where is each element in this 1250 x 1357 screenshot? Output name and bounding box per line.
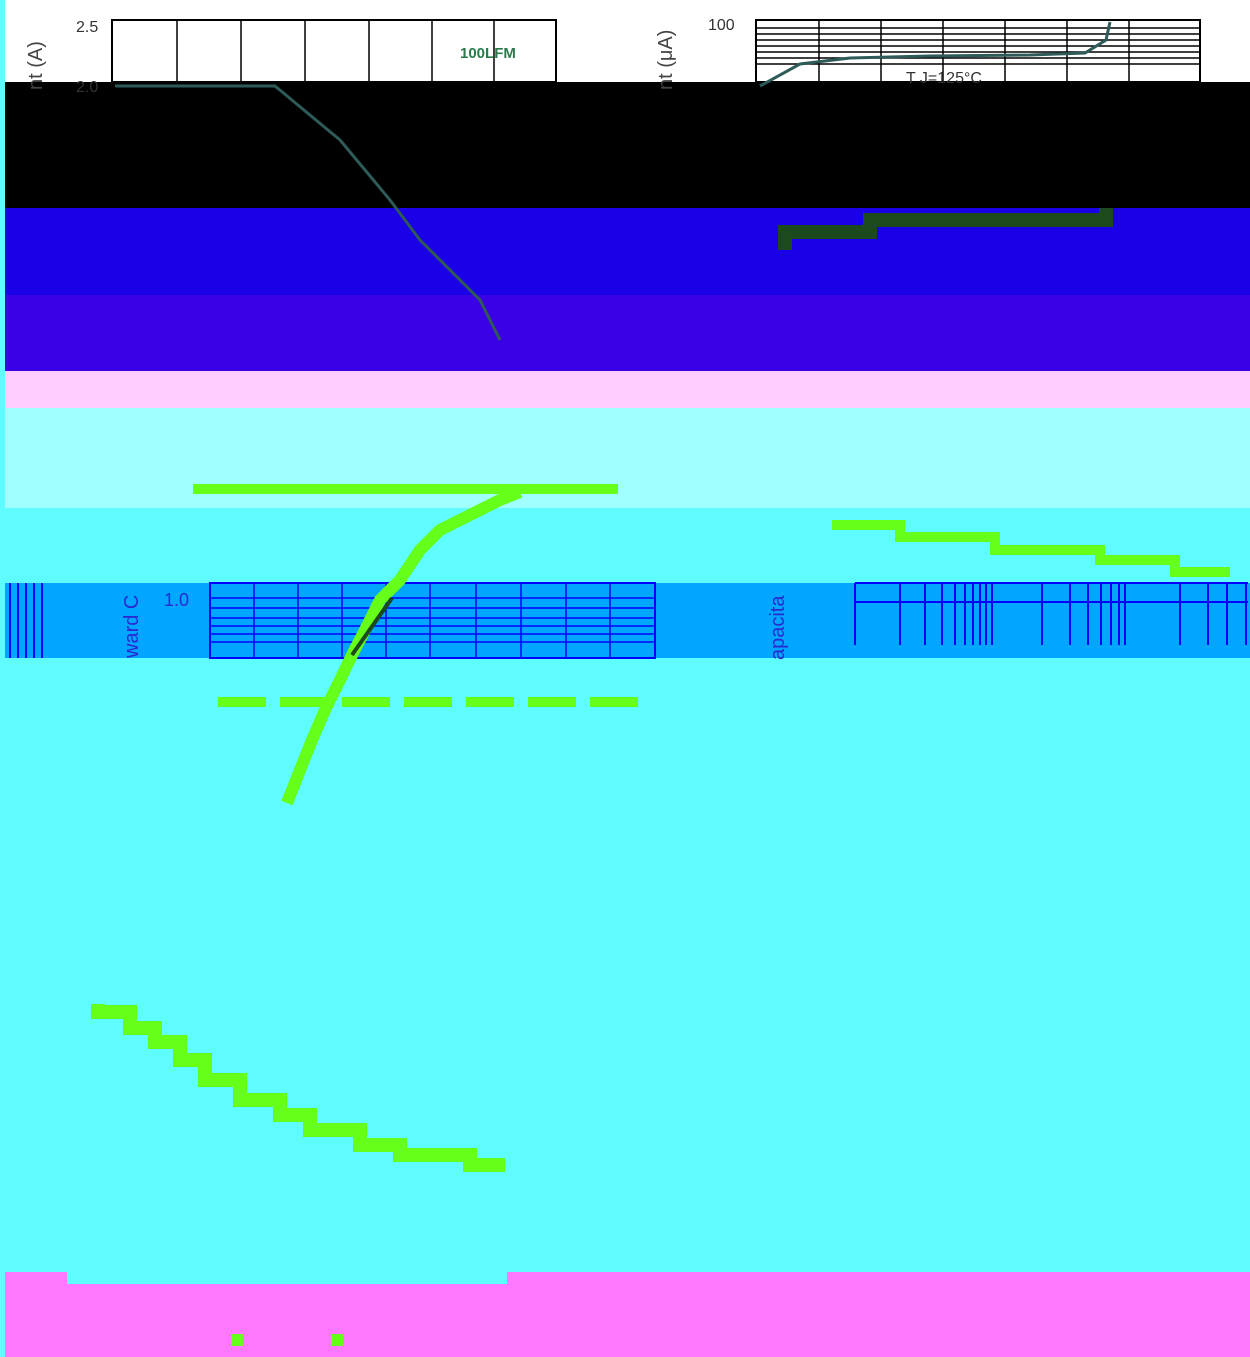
chart-3-ytick-0: 1.0 [164,590,189,610]
chart-2-series-line-lower [778,208,1113,250]
chart-3-gridlines [210,583,655,658]
chart-1-ytick-0: 2.5 [76,19,98,36]
chart-2-ytick-0: 100 [708,17,735,34]
chart-2-series-line [759,21,1112,88]
chart-4: apacita [767,520,1248,660]
chart-1-frame [111,19,557,83]
chart-3-series-line [281,486,523,806]
chart-4-series-line [832,520,1230,577]
purple-band [5,295,1250,371]
chart-4-ylabel: apacita [767,595,789,660]
chart-1-gridlines [176,20,495,82]
chart-3-frame [209,582,656,659]
chart-3: ward C 1.0 [9,484,656,806]
chart-lower-curve [91,1004,505,1172]
bottom-marker-1 [231,1334,243,1346]
chart-lower-series-line [91,1004,505,1172]
chart-2-ylabel: nt (μA) [655,30,677,90]
chart-1-ytick-1: 2.0 [76,79,98,96]
top-white-band [5,0,1250,82]
chart-2-gridlines [756,20,1200,82]
chart-1-series-line [115,84,502,341]
chart-1-annotation: 100LFM [460,45,516,62]
chart-1: nt (A) 2.5 2.0 100LFM [25,19,557,341]
chart-3-ylabel: ward C [121,595,143,659]
chart-2-frame [755,19,1201,83]
chart-4-gridlines [854,582,1248,645]
chart-2-annotation: T J=125°C [906,70,982,87]
chart-3-series-dark [350,596,394,657]
magenta-band [5,1272,1250,1357]
black-band [5,82,1250,208]
chart-1-ylabel: nt (A) [25,41,47,90]
bottom-marker-2 [331,1334,343,1346]
chart-3-left-stub [9,583,43,658]
chart-2: nt (μA) 100 T J=125°C [655,17,1201,250]
bottom-light-bar [67,1272,507,1284]
pink-band [5,371,1250,408]
